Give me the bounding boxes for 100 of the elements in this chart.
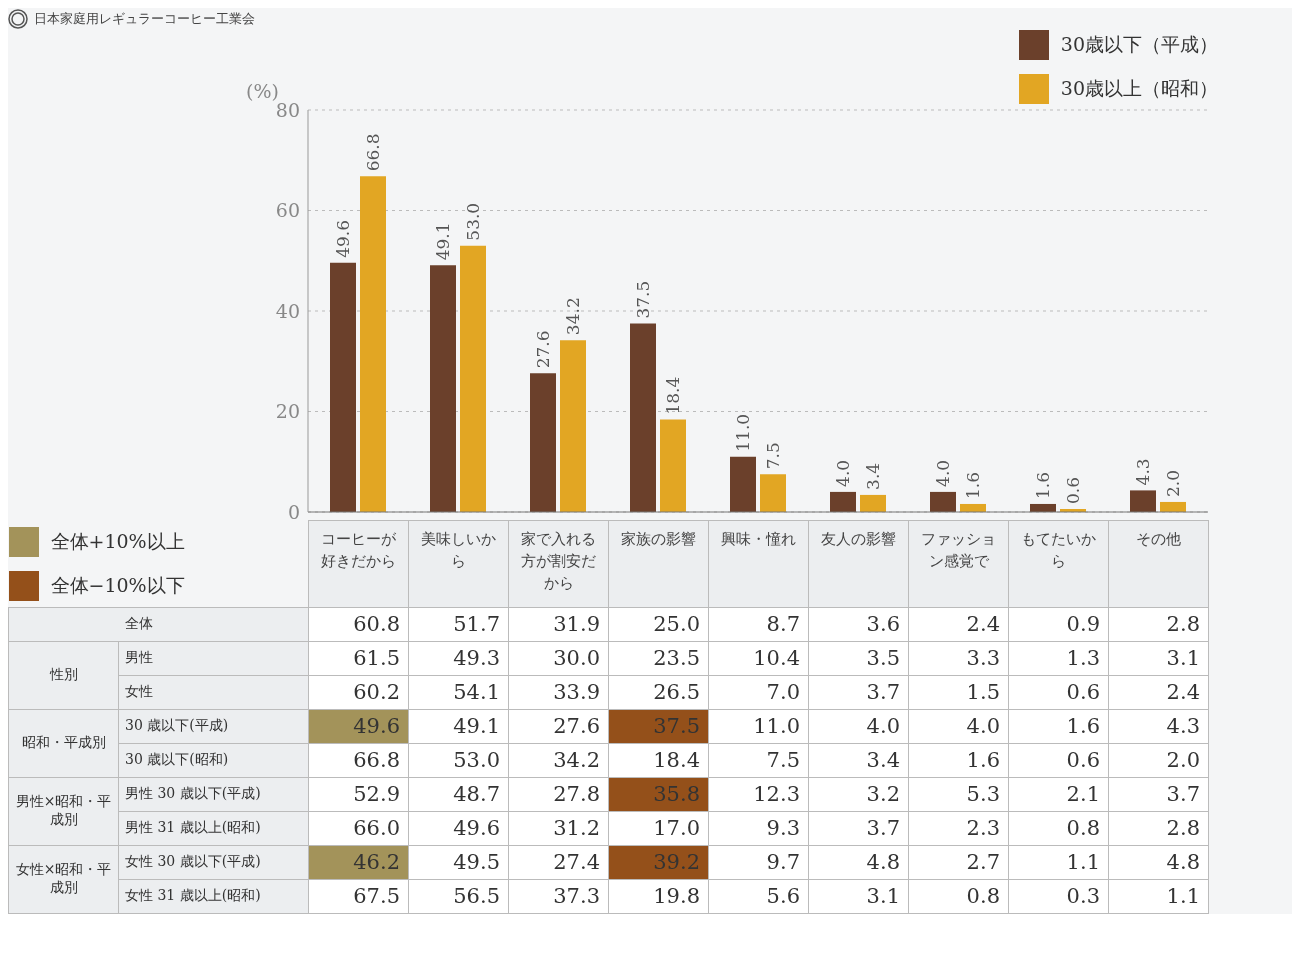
y-tick-label: 60 [275, 199, 300, 222]
data-label: 37.3 [508, 879, 609, 913]
data-label: 2.1 [1008, 777, 1109, 811]
legend-label: 30歳以上（昭和） [1060, 76, 1218, 101]
data-label: 3.1 [808, 879, 909, 913]
data-label: 3.4 [808, 743, 909, 777]
bar [630, 323, 656, 512]
data-label: 48.7 [408, 777, 509, 811]
data-label: 3.7 [1108, 777, 1209, 811]
data-label: 35.8 [608, 777, 709, 811]
data-label: 49.5 [408, 845, 509, 879]
data-label: 3.2 [808, 777, 909, 811]
data-label: 7.5 [763, 442, 783, 470]
data-label: 67.5 [308, 879, 409, 913]
data-label: 2.4 [908, 607, 1009, 641]
data-label: 9.7 [708, 845, 809, 879]
data-label: 52.9 [308, 777, 409, 811]
data-label: 1.1 [1108, 879, 1209, 913]
data-label: 1.6 [1033, 471, 1053, 499]
x-tick-label: もてたいから [1008, 520, 1109, 607]
data-label: 11.0 [708, 709, 809, 743]
bar [430, 265, 456, 512]
data-label: 54.1 [408, 675, 509, 709]
bar [560, 340, 586, 512]
x-tick-label: コーヒーが好きだから [308, 520, 409, 607]
y-tick-label: 女性 31 歳以上(昭和) [118, 879, 309, 913]
bar [730, 456, 756, 512]
data-label: 49.6 [308, 709, 409, 743]
y2-tick-label: 女性×昭和・平成別 [8, 845, 119, 913]
x-tick-label: 興味・憧れ [708, 520, 809, 607]
bar [930, 491, 956, 512]
y-tick-label: 女性 30 歳以下(平成) [118, 845, 309, 879]
data-label: 30.0 [508, 641, 609, 675]
data-label: 27.8 [508, 777, 609, 811]
data-label: 1.6 [908, 743, 1009, 777]
x-tick-label: 家族の影響 [608, 520, 709, 607]
data-label: 2.8 [1108, 607, 1209, 641]
x-tick-label: 友人の影響 [808, 520, 909, 607]
data-label: 4.3 [1108, 709, 1209, 743]
data-label: 25.0 [608, 607, 709, 641]
x-tick-label: 家で入れる方が割安だから [508, 520, 609, 607]
data-label: 66.0 [308, 811, 409, 845]
data-label: 66.8 [308, 743, 409, 777]
data-label: 27.6 [508, 709, 609, 743]
data-label: 51.7 [408, 607, 509, 641]
data-label: 5.3 [908, 777, 1009, 811]
data-label: 2.0 [1163, 469, 1183, 497]
y2-tick-label: 性別 [8, 641, 119, 709]
data-label: 56.5 [408, 879, 509, 913]
y-tick-label: 0 [287, 500, 300, 523]
y-tick-label: 女性 [118, 675, 309, 709]
data-label: 1.1 [1008, 845, 1109, 879]
data-label: 2.3 [908, 811, 1009, 845]
y2-tick-label: 昭和・平成別 [8, 709, 119, 777]
data-label: 31.2 [508, 811, 609, 845]
y-tick-label: 40 [275, 299, 300, 322]
data-label: 49.1 [433, 222, 453, 261]
y-tick-label: 30 歳以下(昭和) [118, 743, 309, 777]
data-label: 0.9 [1008, 607, 1109, 641]
y-tick-label: 男性 31 歳以上(昭和) [118, 811, 309, 845]
data-label: 3.7 [808, 811, 909, 845]
data-label: 3.3 [908, 641, 1009, 675]
data-label: 4.0 [808, 709, 909, 743]
data-label: 27.4 [508, 845, 609, 879]
data-label: 3.5 [808, 641, 909, 675]
data-label: 49.1 [408, 709, 509, 743]
data-label: 2.8 [1108, 811, 1209, 845]
data-label: 5.6 [708, 879, 809, 913]
bar [660, 419, 686, 512]
x-tick-label: その他 [1108, 520, 1209, 607]
data-label: 37.5 [608, 709, 709, 743]
data-label: 33.9 [508, 675, 609, 709]
data-label: 0.8 [1008, 811, 1109, 845]
data-label: 3.6 [808, 607, 909, 641]
data-label: 53.0 [408, 743, 509, 777]
data-label: 49.3 [408, 641, 509, 675]
bar [760, 474, 786, 512]
data-label: 1.6 [1008, 709, 1109, 743]
data-label: 2.4 [1108, 675, 1209, 709]
data-label: 1.6 [963, 471, 983, 499]
data-label: 60.8 [308, 607, 409, 641]
data-label: 4.0 [933, 459, 953, 487]
data-label: 27.6 [533, 330, 553, 369]
bar [330, 262, 356, 512]
legend-label: 30歳以下（平成） [1060, 32, 1218, 57]
text: 日本家庭用レギュラーコーヒー工業会 [34, 10, 255, 28]
data-label: 19.8 [608, 879, 709, 913]
data-label: 26.5 [608, 675, 709, 709]
data-label: 18.4 [663, 376, 683, 415]
data-label: 4.0 [833, 459, 853, 487]
data-label: 11.0 [733, 413, 753, 452]
data-label: 34.2 [508, 743, 609, 777]
data-label: 49.6 [408, 811, 509, 845]
data-label: 0.3 [1008, 879, 1109, 913]
bar [460, 245, 486, 512]
x-tick-label: 美味しいから [408, 520, 509, 607]
data-label: 0.8 [908, 879, 1009, 913]
data-label: 49.6 [333, 219, 353, 258]
text: 全体−10%以下 [50, 572, 185, 598]
x-tick-label: ファッション感覚で [908, 520, 1009, 607]
